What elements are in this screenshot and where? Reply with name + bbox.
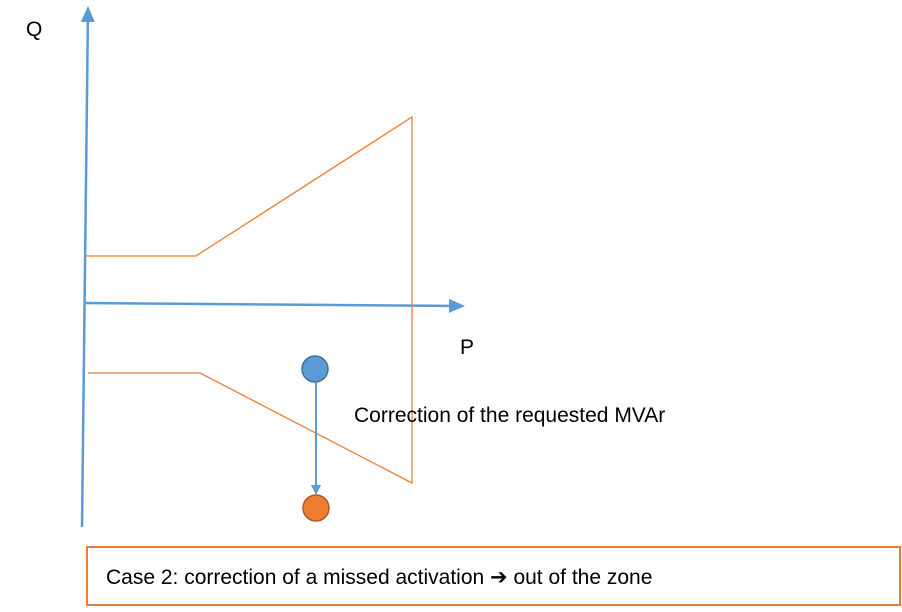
q-axis-label: Q [26, 18, 42, 41]
requested-point [301, 355, 329, 383]
q-axis [80, 6, 95, 528]
annotation: Correction of the requested MVAr [354, 404, 665, 427]
p-axis-label: P [460, 336, 474, 359]
corrected-point [302, 494, 330, 522]
p-axis [83, 298, 465, 313]
capability-zone [86, 115, 413, 485]
caption: Case 2: correction of a missed activatio… [106, 566, 652, 589]
caption-box [86, 546, 901, 606]
